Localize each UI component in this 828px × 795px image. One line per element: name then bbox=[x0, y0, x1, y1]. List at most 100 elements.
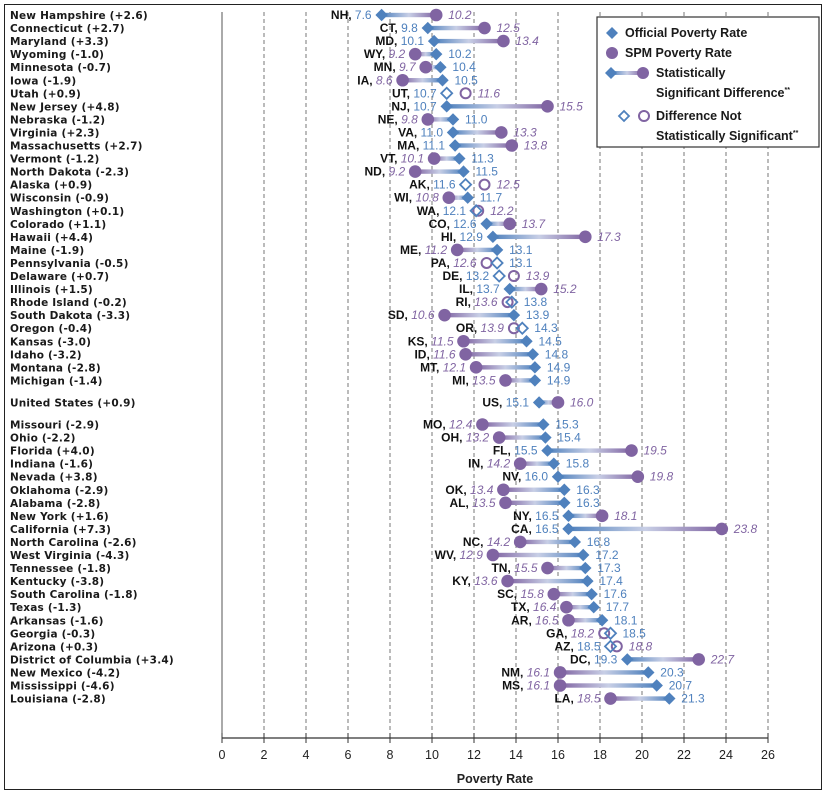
official-point bbox=[486, 230, 500, 244]
difference-bar bbox=[610, 696, 670, 701]
data-label-left: AL, 13.5 bbox=[449, 496, 495, 510]
spm-value: 15.5 bbox=[514, 561, 538, 575]
difference-bar bbox=[492, 552, 584, 558]
legend-label-official: Official Poverty Rate bbox=[625, 26, 747, 40]
difference-bar bbox=[444, 312, 514, 318]
legend-label-not-significant-1: Difference Not bbox=[656, 109, 742, 123]
state-abbr: AZ, bbox=[554, 639, 577, 653]
legend-open-diamond-icon bbox=[617, 109, 631, 123]
spm-value: 13.9 bbox=[481, 321, 505, 335]
state-label: California (+7.3) bbox=[10, 524, 111, 536]
spm-point bbox=[492, 431, 506, 444]
official-point-open bbox=[603, 639, 618, 654]
data-label-left: MD, 10.1 bbox=[375, 34, 424, 48]
data-label-left: NC, 14.2 bbox=[463, 535, 511, 549]
official-point-open bbox=[492, 269, 506, 283]
data-label-left: ME, 11.2 bbox=[400, 243, 447, 257]
difference-bar bbox=[503, 487, 565, 492]
state-label: New Hampshire (+2.6) bbox=[10, 10, 148, 22]
official-point bbox=[532, 396, 546, 409]
data-label-left: LA, 18.5 bbox=[554, 692, 600, 706]
state-abbr: SC, bbox=[497, 587, 520, 601]
x-tick-label: 4 bbox=[303, 748, 310, 762]
state-label: Connecticut (+2.7) bbox=[10, 23, 125, 35]
spm-value: 14.2 bbox=[487, 457, 511, 471]
spm-value: 11.6 bbox=[478, 86, 501, 100]
state-abbr: MO, bbox=[423, 418, 449, 432]
state-abbr: KY, bbox=[452, 574, 474, 588]
spm-value: 13.4 bbox=[515, 34, 539, 48]
spm-point bbox=[579, 230, 592, 244]
state-abbr: DE, bbox=[442, 269, 465, 283]
spm-point bbox=[503, 217, 516, 231]
spm-value: 10.1 bbox=[401, 152, 424, 166]
x-tick-label: 6 bbox=[345, 748, 352, 762]
official-point bbox=[537, 418, 550, 431]
state-abbr: VA, bbox=[398, 125, 420, 139]
spm-value: 17.3 bbox=[597, 230, 621, 244]
official-point bbox=[650, 679, 663, 692]
data-label-left: IN, 14.2 bbox=[468, 457, 510, 471]
difference-bar bbox=[465, 352, 533, 357]
state-abbr: UT, bbox=[392, 86, 413, 100]
official-point bbox=[503, 282, 516, 296]
spm-point bbox=[692, 653, 705, 666]
official-point bbox=[461, 191, 474, 204]
data-label-left: KS, 11.5 bbox=[408, 334, 454, 348]
official-point bbox=[421, 21, 434, 35]
spm-point bbox=[499, 496, 512, 510]
state-abbr: LA, bbox=[554, 692, 577, 706]
state-labels: New Hampshire (+2.6)Connecticut (+2.7)Ma… bbox=[10, 10, 174, 706]
spm-value: 15.2 bbox=[553, 282, 577, 296]
official-point bbox=[547, 457, 560, 470]
official-point bbox=[526, 348, 539, 361]
spm-point bbox=[450, 243, 464, 257]
state-label: Wisconsin (-0.9) bbox=[10, 193, 109, 205]
official-value: 13.1 bbox=[509, 243, 533, 257]
state-label: South Carolina (-1.8) bbox=[10, 589, 138, 601]
difference-bar bbox=[402, 78, 443, 83]
official-value: 12.6 bbox=[453, 217, 477, 231]
spm-value: 12.1 bbox=[443, 360, 466, 374]
difference-bar bbox=[476, 365, 535, 370]
spm-point bbox=[513, 535, 527, 549]
spm-value: 16.4 bbox=[533, 600, 557, 614]
official-value: 18.5 bbox=[577, 639, 601, 653]
state-label: Oklahoma (-2.9) bbox=[10, 485, 109, 497]
official-value: 14.3 bbox=[534, 321, 558, 335]
state-abbr: CO, bbox=[429, 217, 454, 231]
difference-bar bbox=[560, 683, 657, 688]
official-point-open bbox=[458, 177, 473, 192]
difference-bar bbox=[566, 605, 594, 610]
state-label: Texas (-1.3) bbox=[10, 602, 82, 614]
state-label: North Carolina (-2.6) bbox=[10, 537, 137, 549]
official-point bbox=[587, 601, 600, 614]
x-tick-label: 14 bbox=[509, 748, 523, 762]
official-point bbox=[558, 483, 571, 496]
legend-diamond-icon bbox=[606, 27, 618, 39]
spm-value: 9.7 bbox=[399, 60, 417, 74]
state-abbr: NV, bbox=[502, 470, 524, 484]
state-label: Utah (+0.9) bbox=[10, 88, 81, 100]
official-point bbox=[440, 100, 453, 113]
state-label: Kansas (-3.0) bbox=[10, 336, 91, 348]
data-label-left: VA, 11.0 bbox=[398, 125, 443, 139]
state-label: Nevada (+3.8) bbox=[10, 472, 98, 484]
data-label-left: NE, 9.8 bbox=[378, 112, 418, 126]
official-value: 12.9 bbox=[460, 230, 484, 244]
data-label-left: VT, 10.1 bbox=[380, 152, 424, 166]
spm-point bbox=[408, 165, 422, 178]
spm-point bbox=[457, 334, 470, 348]
official-value: 13.9 bbox=[526, 308, 550, 322]
official-value: 14.8 bbox=[545, 347, 569, 361]
official-point-open bbox=[505, 295, 519, 309]
legend-circle-icon bbox=[606, 47, 618, 59]
data-label-left: NV, 16.0 bbox=[502, 470, 548, 484]
spm-point bbox=[429, 8, 443, 22]
official-value: 19.3 bbox=[594, 652, 618, 666]
difference-bar bbox=[381, 12, 437, 18]
official-point bbox=[558, 496, 571, 509]
spm-point bbox=[501, 574, 514, 588]
spm-value: 13.7 bbox=[522, 217, 547, 231]
